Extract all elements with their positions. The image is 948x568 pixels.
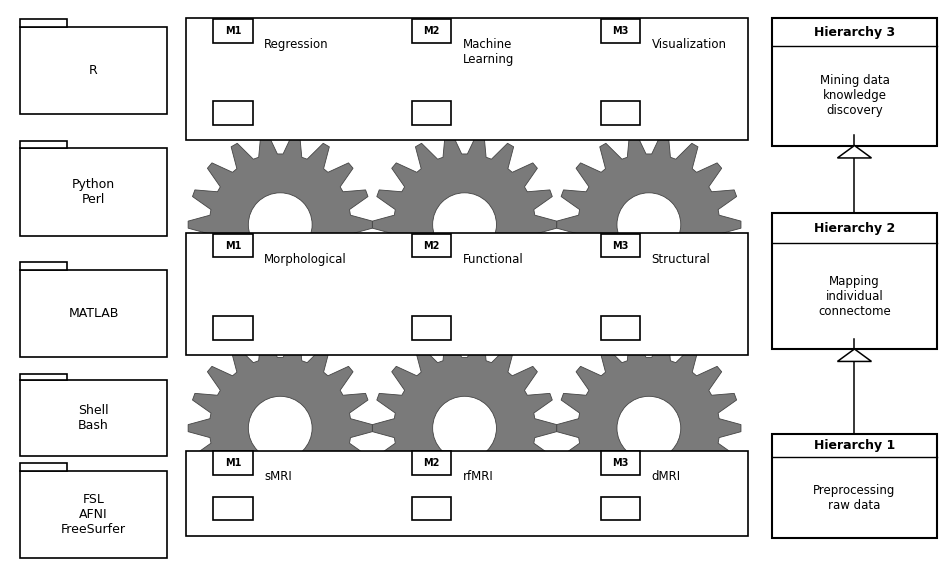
Bar — [411, 496, 451, 520]
Text: Structural: Structural — [651, 253, 711, 266]
Text: Mapping
individual
connectome: Mapping individual connectome — [818, 274, 891, 318]
Text: Regression: Regression — [264, 38, 329, 51]
Polygon shape — [188, 133, 373, 316]
Text: Mining data
knowledge
discovery: Mining data knowledge discovery — [819, 74, 889, 118]
Bar — [213, 452, 253, 475]
Text: Python
Perl: Python Perl — [72, 178, 115, 206]
Text: M2: M2 — [423, 241, 440, 250]
Text: FSL
AFNI
FreeSurfer: FSL AFNI FreeSurfer — [61, 493, 126, 536]
Bar — [601, 19, 640, 43]
Polygon shape — [837, 349, 871, 361]
Bar — [601, 101, 640, 125]
Polygon shape — [373, 337, 556, 519]
Bar — [601, 496, 640, 520]
Text: Morphological: Morphological — [264, 253, 347, 266]
Bar — [213, 101, 253, 125]
Text: M3: M3 — [612, 458, 629, 468]
Text: M2: M2 — [423, 458, 440, 468]
Polygon shape — [373, 133, 556, 316]
Bar — [411, 19, 451, 43]
Text: Machine
Learning: Machine Learning — [463, 38, 514, 66]
Bar — [186, 18, 748, 140]
Bar — [601, 233, 640, 257]
Bar — [213, 496, 253, 520]
Text: M1: M1 — [225, 458, 241, 468]
Bar — [20, 27, 167, 114]
Bar — [213, 19, 253, 43]
Text: M1: M1 — [225, 26, 241, 36]
Text: R: R — [89, 64, 98, 77]
Bar — [772, 214, 938, 349]
Bar — [20, 270, 167, 357]
Text: M3: M3 — [612, 26, 629, 36]
Bar — [411, 316, 451, 340]
Text: M1: M1 — [225, 241, 241, 250]
Bar — [20, 262, 67, 270]
Bar — [20, 148, 167, 236]
Bar — [772, 434, 938, 538]
Polygon shape — [837, 145, 871, 158]
Text: M2: M2 — [423, 26, 440, 36]
Bar — [772, 18, 938, 145]
Text: Hierarchy 2: Hierarchy 2 — [813, 222, 895, 235]
Ellipse shape — [617, 193, 681, 257]
Bar — [20, 470, 167, 558]
Text: sMRI: sMRI — [264, 470, 292, 483]
Polygon shape — [188, 337, 373, 519]
Bar — [20, 380, 167, 457]
Bar — [601, 316, 640, 340]
Text: M3: M3 — [612, 241, 629, 250]
Ellipse shape — [248, 396, 312, 460]
Text: Preprocessing
raw data: Preprocessing raw data — [813, 483, 896, 512]
Text: Hierarchy 1: Hierarchy 1 — [813, 439, 895, 452]
Ellipse shape — [432, 193, 497, 257]
Bar — [186, 233, 748, 354]
Bar — [20, 19, 67, 27]
Polygon shape — [556, 337, 741, 519]
Bar — [601, 452, 640, 475]
Text: dMRI: dMRI — [651, 470, 681, 483]
Text: MATLAB: MATLAB — [68, 307, 118, 320]
Text: Hierarchy 3: Hierarchy 3 — [814, 26, 895, 39]
Text: Functional: Functional — [463, 253, 523, 266]
Text: Visualization: Visualization — [651, 38, 727, 51]
Ellipse shape — [432, 396, 497, 460]
Bar — [411, 101, 451, 125]
Ellipse shape — [248, 193, 312, 257]
Bar — [411, 452, 451, 475]
Bar — [411, 233, 451, 257]
Bar — [20, 141, 67, 148]
Bar — [186, 451, 748, 536]
Polygon shape — [556, 133, 741, 316]
Text: Shell
Bash: Shell Bash — [78, 404, 109, 432]
Text: rfMRI: rfMRI — [463, 470, 493, 483]
Bar — [20, 463, 67, 470]
Ellipse shape — [617, 396, 681, 460]
Bar — [213, 233, 253, 257]
Bar — [213, 316, 253, 340]
Bar — [20, 374, 67, 380]
